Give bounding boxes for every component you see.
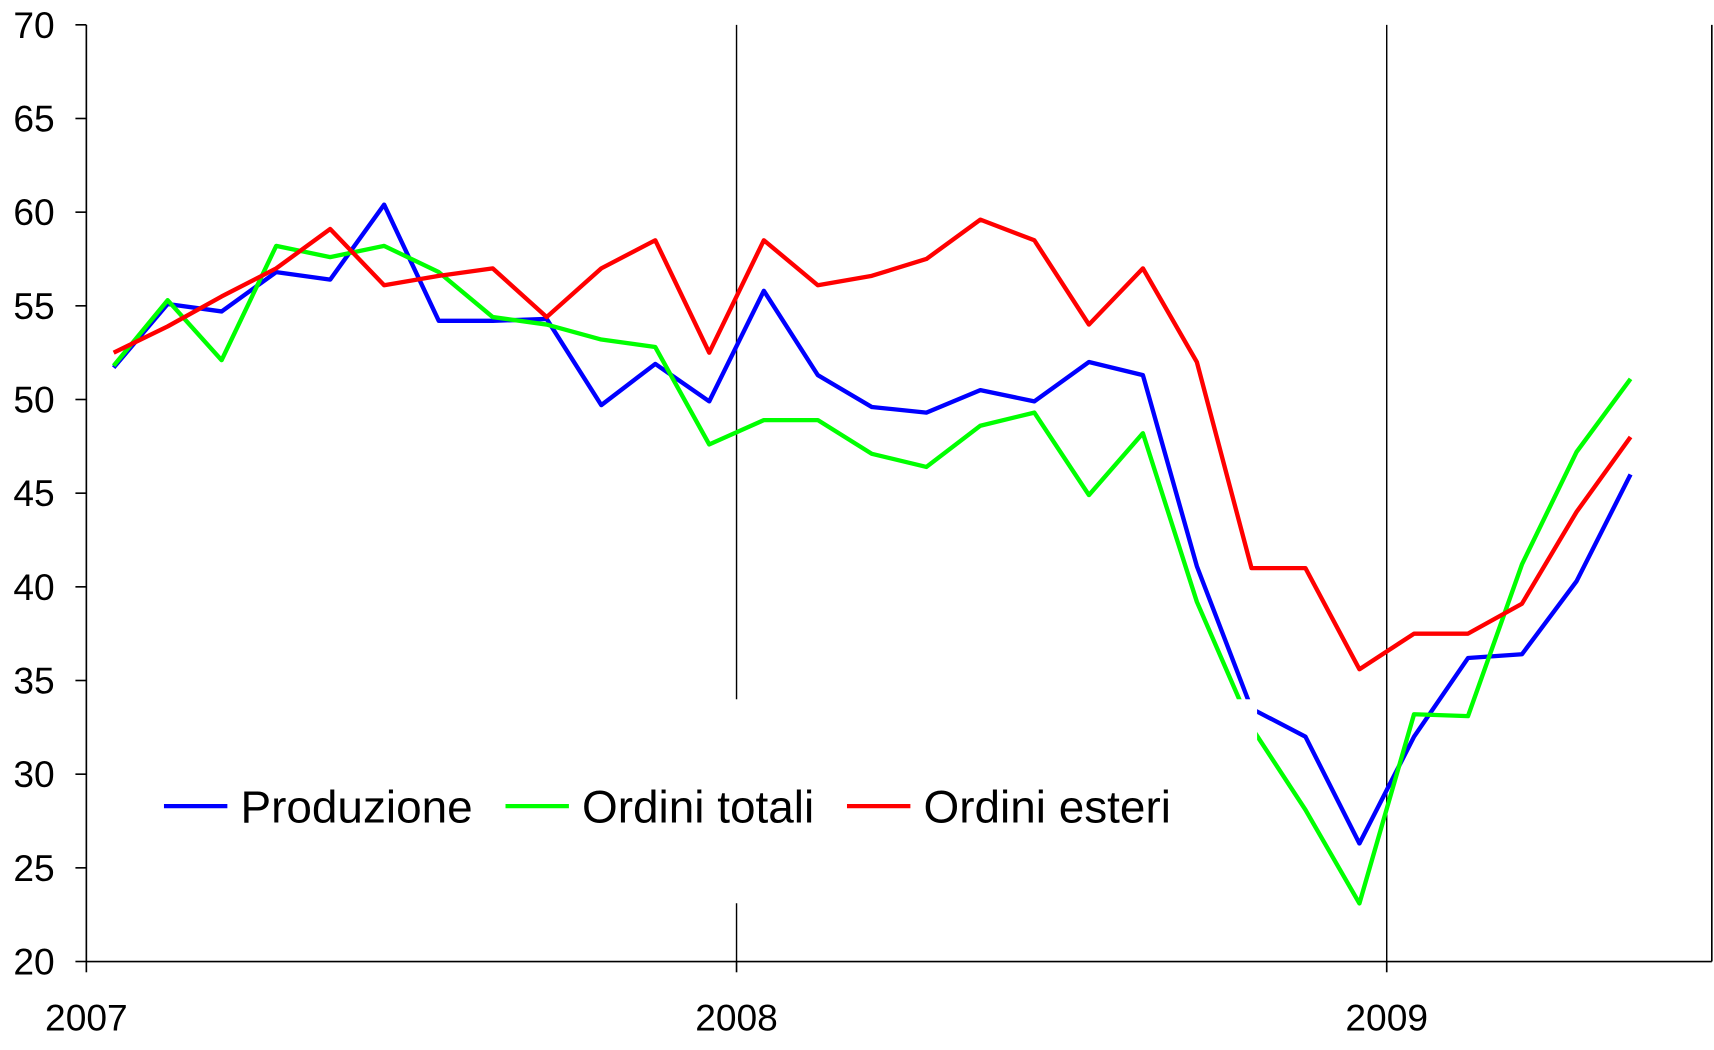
- y-tick-label: 35: [13, 661, 54, 702]
- series-line: [111, 202, 1633, 846]
- y-tick-label: 25: [13, 848, 54, 889]
- y-tick-label: 20: [13, 942, 54, 983]
- y-tick-label: 65: [13, 99, 54, 140]
- series-line: [111, 243, 1633, 906]
- x-tick-label: 2009: [1345, 998, 1428, 1039]
- y-tick-label: 60: [13, 192, 54, 233]
- series-line: [112, 217, 1633, 672]
- y-tick-label: 50: [13, 380, 54, 421]
- y-tick-label: 40: [13, 567, 54, 608]
- y-tick-label: 30: [13, 754, 54, 795]
- y-tick-label: 55: [13, 286, 54, 327]
- y-tick-label: 70: [13, 5, 54, 46]
- legend-background: [153, 699, 1258, 904]
- legend-label: Produzione: [240, 782, 472, 833]
- y-tick-label: 45: [13, 473, 54, 514]
- x-tick-label: 2008: [695, 998, 778, 1039]
- x-tick-label: 2007: [45, 998, 128, 1039]
- legend-label: Ordini esteri: [924, 782, 1171, 833]
- legend-label: Ordini totali: [582, 782, 814, 833]
